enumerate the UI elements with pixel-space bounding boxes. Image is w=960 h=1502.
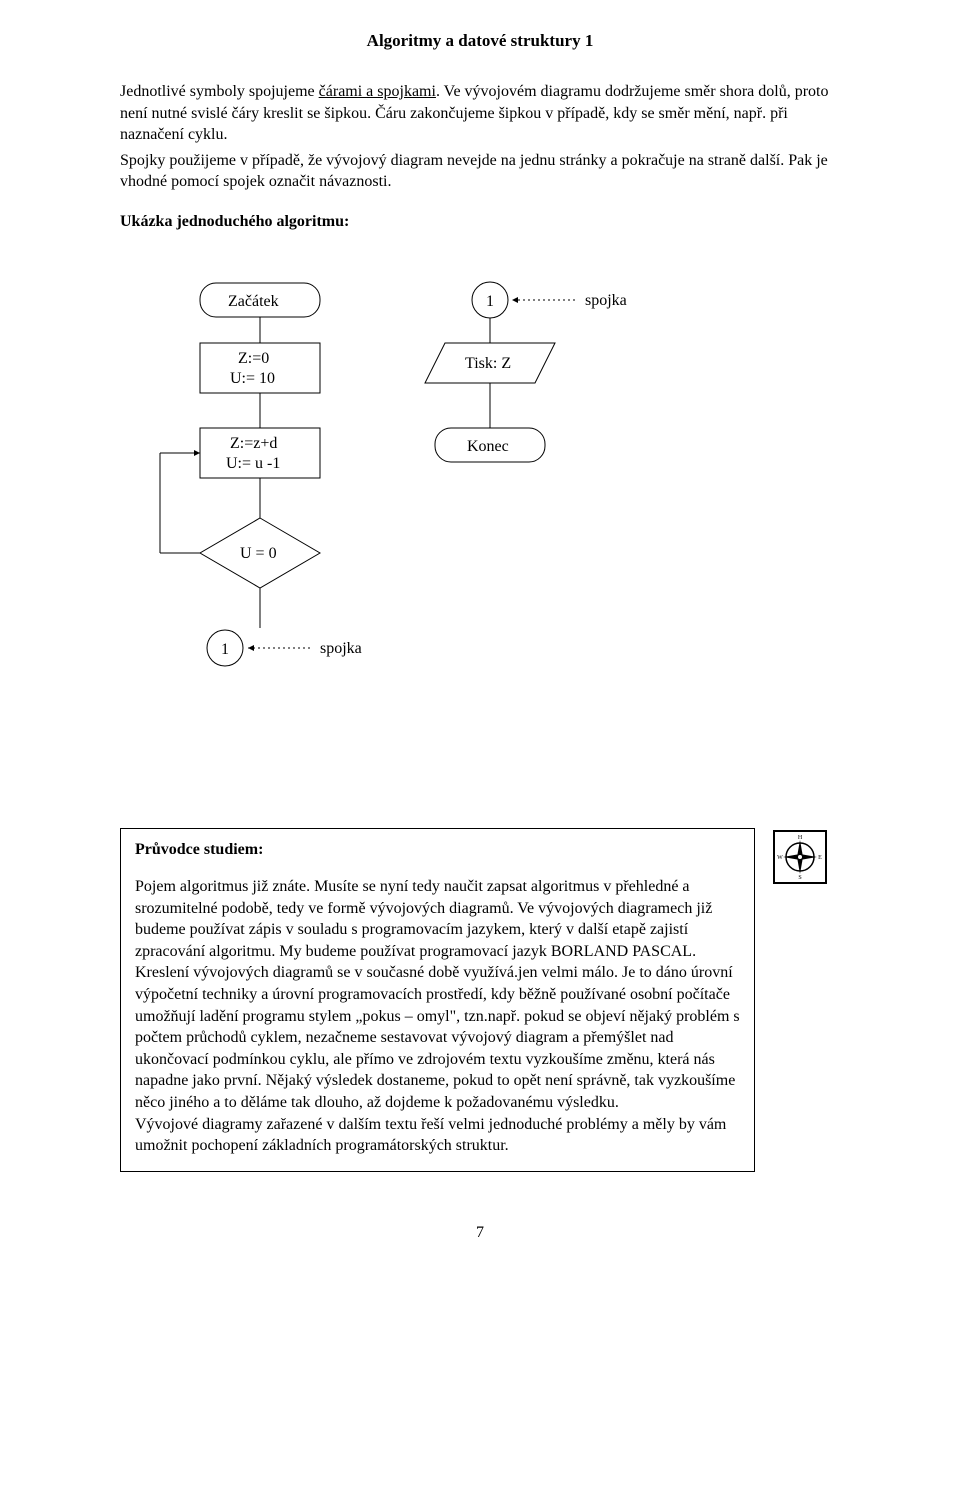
guide-title: Průvodce studiem: [135,839,740,861]
fc-start: Začátek [228,291,279,313]
fc-init2: U:= 10 [230,368,275,390]
fc-spojka-tr: spojka [585,290,627,312]
page-number: 7 [120,1222,840,1244]
intro-text-2: Spojky použijeme v případě, že vývojový … [120,150,840,193]
fc-step2: U:= u -1 [226,453,280,475]
fc-tisk: Tisk: Z [465,353,511,375]
intro-text-1a: Jednotlivé symboly spojujeme [120,83,319,100]
svg-text:E: E [818,855,822,861]
flowchart-svg [120,243,840,803]
fc-init1: Z:=0 [238,348,269,370]
fc-step1: Z:=z+d [230,433,277,455]
svg-text:H: H [798,835,803,841]
compass-icon: H S W E [773,830,827,884]
example-title: Ukázka jednoduchého algoritmu: [120,211,840,233]
fc-cond: U = 0 [240,543,277,565]
fc-konec: Konec [467,436,509,458]
guide-body-3: Vývojové diagramy zařazené v dalším text… [135,1114,740,1157]
intro-paragraph: Jednotlivé symboly spojujeme čárami a sp… [120,81,840,193]
fc-spojka-bl: spojka [320,638,362,660]
flowchart: Začátek Z:=0 U:= 10 Z:=z+d U:= u -1 U = … [120,243,840,803]
guide-body-1: Pojem algoritmus již znáte. Musíte se ny… [135,876,740,962]
guide-row: Průvodce studiem: Pojem algoritmus již z… [120,828,840,1172]
fc-conn-bl: 1 [221,639,229,661]
svg-text:S: S [798,875,801,880]
fc-conn-tr: 1 [486,291,494,313]
study-guide-box: Průvodce studiem: Pojem algoritmus již z… [120,828,755,1172]
svg-text:W: W [777,855,783,861]
intro-underline: čárami a spojkami [319,83,436,100]
page-header: Algoritmy a datové struktury 1 [120,30,840,53]
guide-body-2: Kreslení vývojových diagramů se v součas… [135,962,740,1113]
